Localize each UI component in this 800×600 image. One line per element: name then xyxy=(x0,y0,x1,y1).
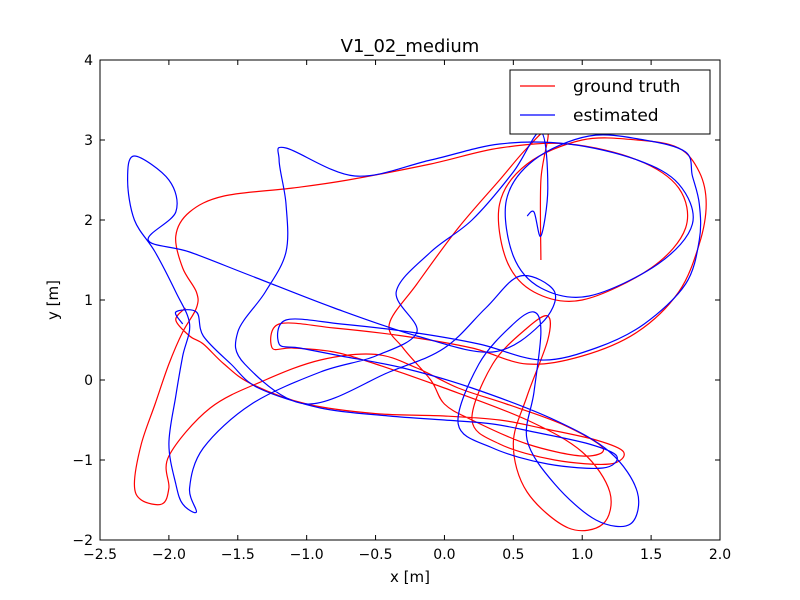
y-tick-label: 0 xyxy=(84,373,93,389)
y-axis-label: y [m] xyxy=(44,280,62,320)
x-tick-label: 1.0 xyxy=(571,547,593,563)
x-tick-label: −1.5 xyxy=(221,547,255,563)
y-tick-label: −1 xyxy=(72,453,93,469)
series-line-ground-truth xyxy=(133,130,707,532)
chart-title: V1_02_medium xyxy=(341,36,480,57)
x-tick-label: −1.0 xyxy=(290,547,324,563)
legend: ground truth estimated xyxy=(509,69,711,135)
x-tick-label: 1.5 xyxy=(640,547,662,563)
y-tick-label: 4 xyxy=(84,53,93,69)
y-tick-label: 1 xyxy=(84,293,93,309)
series-layer xyxy=(127,130,707,532)
x-tick-label: −2.5 xyxy=(83,547,117,563)
series-line-estimated xyxy=(127,131,702,528)
x-tick-label: −2.0 xyxy=(152,547,186,563)
y-tick-label: 2 xyxy=(84,213,93,229)
x-tick-label: −0.5 xyxy=(359,547,393,563)
legend-label-ground-truth: ground truth xyxy=(573,77,680,97)
ticks-layer: −2.5 −2.0 −1.5 −1.0 −0.5 0.0 0.5 1.0 1.5 2.0 −2 −1 0… xyxy=(72,53,731,563)
y-tick-label: −2 xyxy=(72,533,93,549)
x-tick-label: 0.5 xyxy=(502,547,524,563)
y-tick-label: 3 xyxy=(84,133,93,149)
legend-box xyxy=(509,69,711,135)
x-tick-label: 0.0 xyxy=(433,547,455,563)
x-axis-label: x [m] xyxy=(390,568,430,586)
legend-label-estimated: estimated xyxy=(573,106,659,126)
x-tick-label: 2.0 xyxy=(709,547,731,563)
